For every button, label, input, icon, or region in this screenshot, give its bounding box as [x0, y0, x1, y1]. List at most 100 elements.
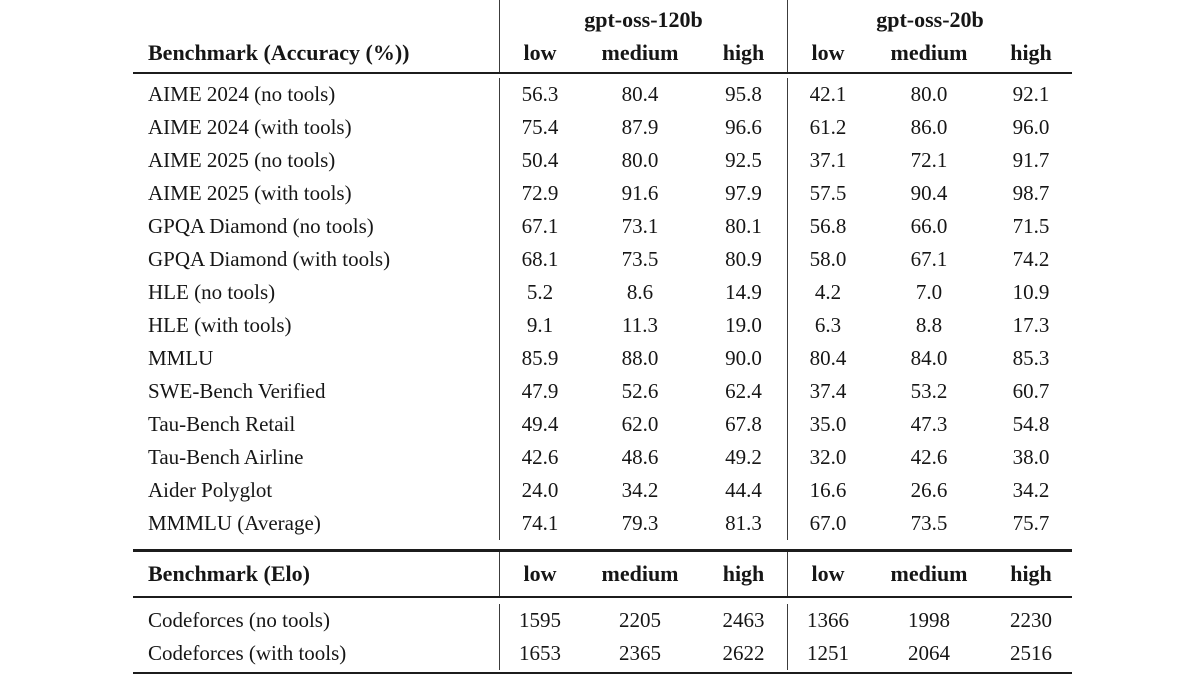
value-cell: 8.6 — [626, 280, 654, 304]
value-cell: 75.4 — [499, 111, 580, 144]
value-cell: 34.2 — [1012, 478, 1050, 502]
value-cell: 58.0 — [787, 243, 868, 276]
value-cell: 97.9 — [725, 181, 762, 205]
group-header-spacer — [133, 0, 499, 37]
benchmark-label: Codeforces (with tools) — [148, 641, 347, 665]
benchmark-label: SWE-Bench Verified — [148, 379, 326, 403]
value-cell: 2205 — [619, 608, 661, 632]
table-row: HLE (no tools) 5.2 8.6 14.9 4.2 7.0 10.9 — [133, 276, 1072, 309]
value-cell: 62.0 — [621, 412, 659, 436]
benchmark-label: AIME 2024 (with tools) — [148, 115, 352, 139]
value-cell: 56.3 — [499, 78, 580, 111]
table-row: Codeforces (with tools) 1653 2365 2622 1251 2… — [133, 637, 1072, 670]
value-cell: 60.7 — [1012, 379, 1050, 403]
col-header-120b-medium: medium — [601, 40, 679, 65]
benchmark-results-table: gpt-oss-120b gpt-oss-20b Benchmark (Accu… — [133, 0, 1072, 674]
value-cell: 85.3 — [1012, 346, 1050, 370]
table-row: GPQA Diamond (with tools) 68.1 73.5 80.9 58.… — [133, 243, 1072, 276]
value-cell: 98.7 — [1012, 181, 1050, 205]
table-row: SWE-Bench Verified 47.9 52.6 62.4 37.4 53.2 60… — [133, 375, 1072, 408]
benchmark-label: GPQA Diamond (no tools) — [148, 214, 374, 238]
header-rule — [133, 72, 1072, 74]
section-separator-rule — [133, 549, 1072, 552]
value-cell: 9.1 — [499, 309, 580, 342]
value-cell: 72.1 — [910, 148, 948, 172]
value-cell: 92.1 — [1012, 82, 1050, 106]
value-cell: 2230 — [1010, 608, 1052, 632]
group-header-gpt-oss-20b: gpt-oss-20b — [787, 0, 1072, 37]
value-cell: 96.0 — [1012, 115, 1050, 139]
model-group-header-row: gpt-oss-120b gpt-oss-20b — [133, 0, 1072, 37]
value-cell: 81.3 — [725, 511, 762, 535]
value-cell: 96.6 — [725, 115, 762, 139]
value-cell: 5.2 — [499, 276, 580, 309]
value-cell: 57.5 — [787, 177, 868, 210]
col-header-20b-high: high — [1010, 561, 1052, 586]
value-cell: 49.2 — [725, 445, 762, 469]
value-cell: 26.6 — [910, 478, 948, 502]
value-cell: 2622 — [722, 641, 765, 665]
value-cell: 92.5 — [725, 148, 762, 172]
table-row: HLE (with tools) 9.1 11.3 19.0 6.3 8.8 17.3 — [133, 309, 1072, 342]
col-header-20b-high: high — [1010, 40, 1052, 65]
value-cell: 49.4 — [499, 408, 580, 441]
benchmark-label: GPQA Diamond (with tools) — [148, 247, 391, 271]
value-cell: 10.9 — [1012, 280, 1050, 304]
value-cell: 71.5 — [1012, 214, 1050, 238]
value-cell: 6.3 — [787, 309, 868, 342]
value-cell: 53.2 — [910, 379, 948, 403]
benchmark-label: AIME 2025 (with tools) — [148, 181, 352, 205]
value-cell: 80.0 — [621, 148, 659, 172]
value-cell: 7.0 — [915, 280, 943, 304]
value-cell: 80.4 — [787, 342, 868, 375]
value-cell: 66.0 — [910, 214, 948, 238]
value-cell: 47.9 — [499, 375, 580, 408]
elo-header-rule — [133, 596, 1072, 598]
value-cell: 1998 — [908, 608, 950, 632]
value-cell: 38.0 — [1012, 445, 1050, 469]
value-cell: 88.0 — [621, 346, 659, 370]
benchmark-label: Codeforces (no tools) — [148, 608, 330, 632]
value-cell: 54.8 — [1012, 412, 1050, 436]
col-header-120b-high: high — [722, 561, 765, 586]
table-row: AIME 2025 (with tools) 72.9 91.6 97.9 57.5 90… — [133, 177, 1072, 210]
value-cell: 1653 — [499, 637, 580, 670]
value-cell: 8.8 — [915, 313, 943, 337]
value-cell: 32.0 — [787, 441, 868, 474]
table-row: Codeforces (no tools) 1595 2205 2463 1366 199… — [133, 604, 1072, 637]
value-cell: 42.1 — [787, 78, 868, 111]
table-row: Aider Polyglot 24.0 34.2 44.4 16.6 26.6 34.2 — [133, 474, 1072, 507]
accuracy-row-header: Benchmark (Accuracy (%)) — [148, 40, 410, 65]
value-cell: 2064 — [908, 641, 950, 665]
value-cell: 34.2 — [621, 478, 659, 502]
col-header-120b-high: high — [722, 40, 765, 65]
value-cell: 85.9 — [499, 342, 580, 375]
value-cell: 1251 — [787, 637, 868, 670]
benchmark-label: MMMLU (Average) — [148, 511, 321, 535]
value-cell: 1366 — [787, 604, 868, 637]
value-cell: 11.3 — [622, 313, 658, 337]
value-cell: 16.6 — [787, 474, 868, 507]
benchmark-label: AIME 2024 (no tools) — [148, 82, 336, 106]
value-cell: 67.0 — [787, 507, 868, 540]
value-cell: 90.4 — [910, 181, 948, 205]
table-row: AIME 2024 (no tools) 56.3 80.4 95.8 42.1 80.0… — [133, 78, 1072, 111]
col-header-20b-low: low — [787, 37, 868, 72]
benchmark-label: HLE (no tools) — [148, 280, 276, 304]
value-cell: 67.1 — [499, 210, 580, 243]
value-cell: 19.0 — [725, 313, 762, 337]
value-cell: 73.5 — [910, 511, 948, 535]
value-cell: 68.1 — [499, 243, 580, 276]
col-header-20b-low: low — [787, 552, 868, 596]
col-header-20b-medium: medium — [890, 561, 968, 586]
benchmark-label: HLE (with tools) — [148, 313, 292, 337]
value-cell: 91.6 — [621, 181, 659, 205]
benchmark-label: MMLU — [148, 346, 214, 370]
elo-column-header-row: Benchmark (Elo) low medium high low medi… — [133, 552, 1072, 596]
value-cell: 91.7 — [1012, 148, 1050, 172]
value-cell: 87.9 — [621, 115, 659, 139]
value-cell: 74.1 — [499, 507, 580, 540]
benchmark-label: AIME 2025 (no tools) — [148, 148, 336, 172]
value-cell: 52.6 — [621, 379, 659, 403]
value-cell: 2365 — [619, 641, 661, 665]
